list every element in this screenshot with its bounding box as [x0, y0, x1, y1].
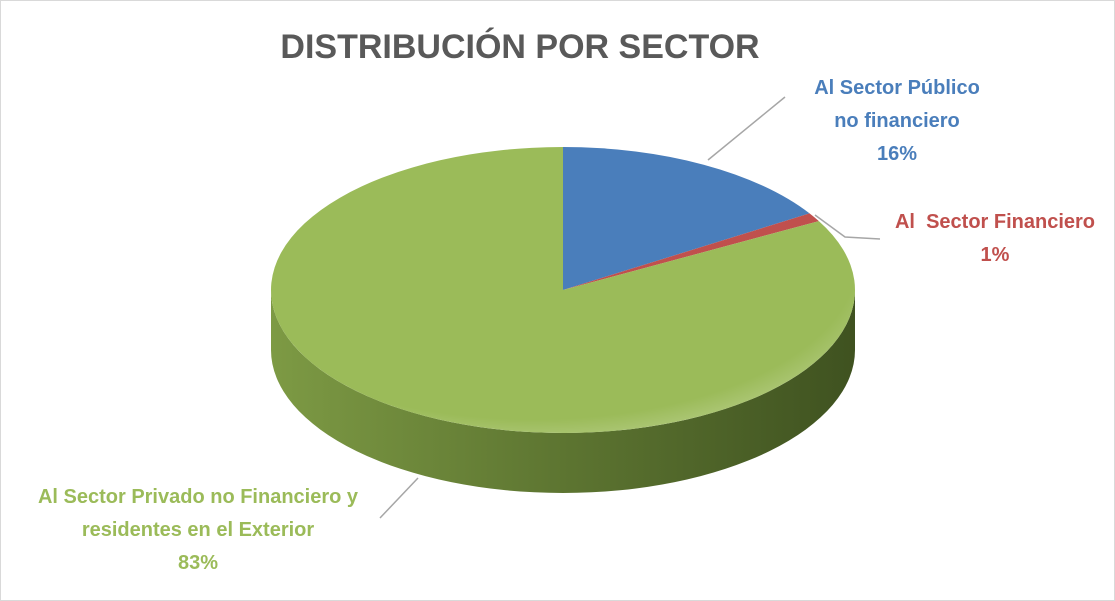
category-label: Al Sector Público no financiero	[814, 77, 986, 132]
chart-title: DISTRIBUCIÓN POR SECTOR	[280, 28, 760, 66]
leader-line	[707, 96, 786, 161]
leader-line	[379, 477, 419, 519]
data-label: Al Sector Público no financiero 16%	[802, 72, 992, 171]
category-label: Al Sector Privado no Financiero y reside…	[37, 486, 364, 541]
data-label: Al Sector Privado no Financiero y reside…	[18, 481, 378, 580]
data-label: Al Sector Financiero 1%	[870, 206, 1115, 272]
category-label: Al Sector Financiero	[894, 211, 1096, 233]
value-label: 83%	[177, 552, 219, 574]
pie-side	[271, 290, 855, 493]
value-label: 1%	[980, 244, 1010, 266]
value-label: 16%	[876, 143, 918, 165]
